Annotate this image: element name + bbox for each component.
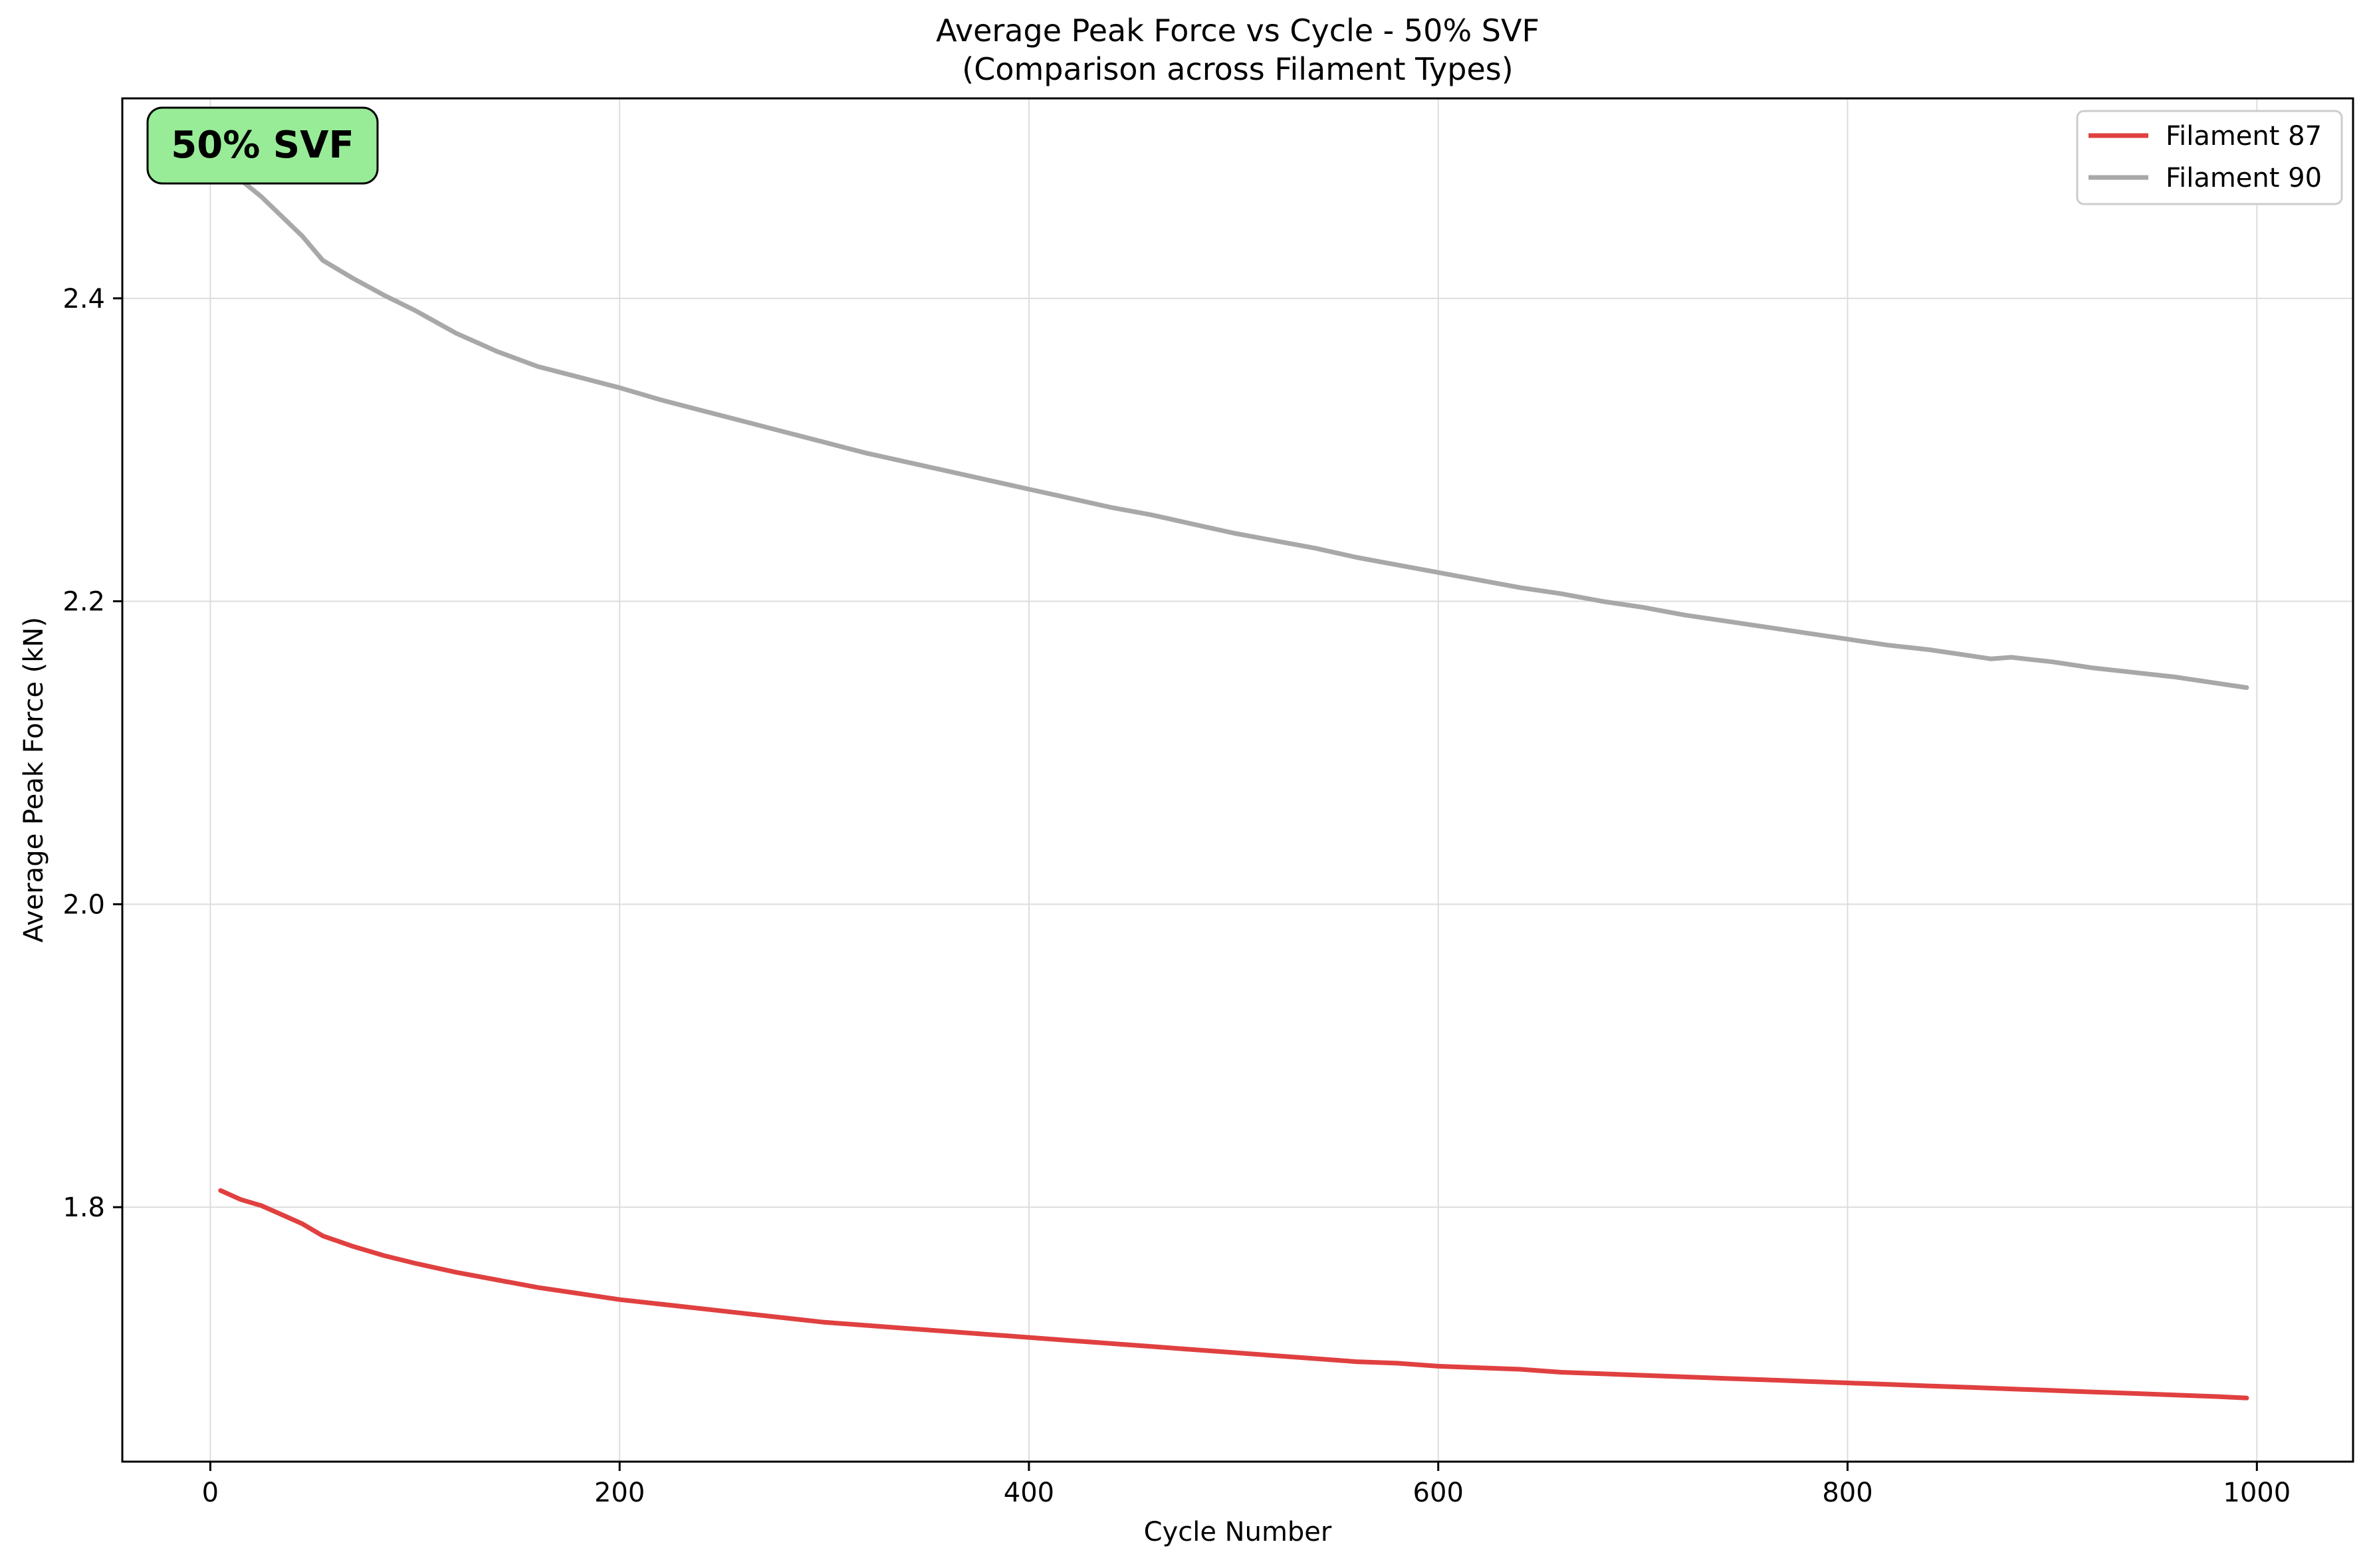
chart-title-line-2: (Comparison across Filament Types)	[962, 51, 1513, 87]
svf-annotation-text: 50% SVF	[171, 124, 354, 167]
y-tick-label: 1.8	[62, 1192, 105, 1223]
series-line-filament-90	[218, 160, 2249, 690]
svf-annotation: 50% SVF	[146, 106, 379, 185]
plot-frame	[121, 97, 2354, 1463]
x-axis-label: Cycle Number	[1144, 1517, 1332, 1547]
legend-label-filament-87: Filament 87	[2166, 121, 2322, 152]
x-tick-label: 200	[594, 1478, 645, 1508]
chart-title-line-1: Average Peak Force vs Cycle - 50% SVF	[936, 13, 1539, 49]
x-tick-label: 0	[202, 1478, 219, 1508]
grid-lines	[122, 98, 2353, 1462]
svf-annotation-box	[146, 106, 379, 185]
series-lines	[218, 160, 2249, 1400]
y-tick-label: 2.4	[62, 284, 105, 314]
legend-label-filament-90: Filament 90	[2166, 163, 2322, 193]
series-line-filament-87	[218, 1188, 2249, 1400]
y-axis-ticks: 1.8 2.0 2.2 2.4	[62, 284, 122, 1223]
y-tick-label: 2.0	[62, 889, 105, 920]
x-tick-label: 800	[1822, 1478, 1872, 1508]
y-tick-label: 2.2	[62, 587, 105, 617]
legend: Filament 87 Filament 90	[2076, 110, 2343, 205]
x-tick-label: 400	[1004, 1478, 1054, 1508]
x-tick-label: 600	[1413, 1478, 1464, 1508]
x-tick-label: 1000	[2223, 1478, 2291, 1508]
x-axis-ticks: 0 200 400 600 800 1000	[202, 1462, 2291, 1508]
y-axis-label: Average Peak Force (kN)	[19, 617, 49, 943]
